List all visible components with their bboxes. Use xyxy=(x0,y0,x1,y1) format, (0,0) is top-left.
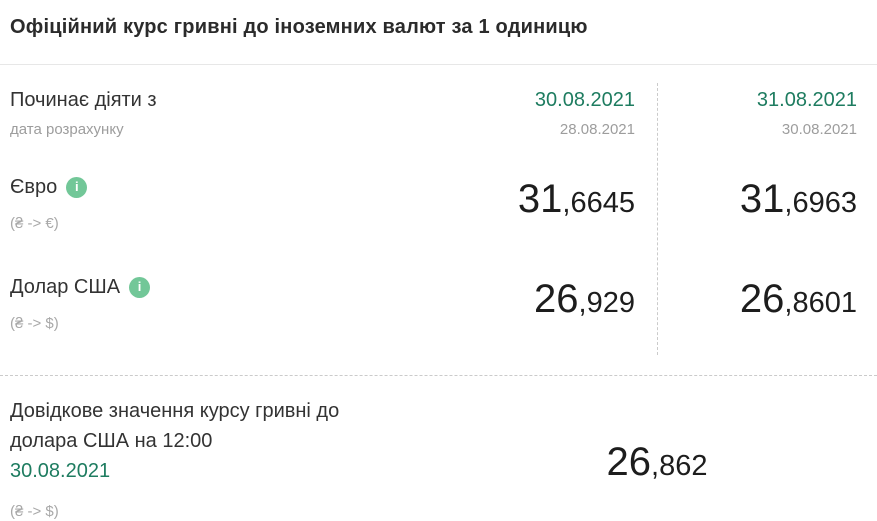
currency-usd-name-text: Долар США xyxy=(10,276,121,298)
currency-eur-name: Євро i xyxy=(10,175,437,199)
eur-rate-2-int: 31 xyxy=(739,177,785,221)
title-bar: Офіційний курс гривні до іноземних валют… xyxy=(0,0,877,65)
usd-rate-2: 26,8601 xyxy=(657,277,857,330)
dates-header-row: Починає діяти з дата розрахунку 30.08.20… xyxy=(0,65,877,162)
usd-rate-2-int: 26 xyxy=(739,277,785,321)
date-column-1: 30.08.2021 28.08.2021 xyxy=(437,65,657,162)
usd-rate-cell-1: 26,929 xyxy=(437,262,657,362)
currency-eur-pair: (₴ -> €) xyxy=(10,215,59,232)
eur-rate-1-frac: ,6645 xyxy=(562,187,635,219)
calc-date-label: дата розрахунку xyxy=(10,121,124,138)
eur-rate-2: 31,6963 xyxy=(657,177,857,230)
usd-rate-1: 26,929 xyxy=(437,277,635,330)
currency-row-usd: Долар США i (₴ -> $) 26,929 26,8601 xyxy=(0,262,877,362)
currency-eur-label-cell: Євро i (₴ -> €) xyxy=(0,162,437,262)
calc-date-1: 28.08.2021 xyxy=(559,121,635,138)
reference-rate-section: Довідкове значення курсу гривні до долар… xyxy=(0,376,877,521)
calc-date-2: 30.08.2021 xyxy=(781,121,857,138)
reference-rate-value-frac: ,862 xyxy=(651,450,708,482)
effective-from-label: Починає діяти з xyxy=(10,89,157,111)
reference-rate-date-link[interactable]: 30.08.2021 xyxy=(10,460,111,482)
eur-rate-1-int: 31 xyxy=(517,177,563,221)
currency-usd-label-cell: Долар США i (₴ -> $) xyxy=(0,262,437,362)
eur-rate-cell-2: 31,6963 xyxy=(657,162,877,262)
currency-usd-name: Долар США i xyxy=(10,275,437,299)
reference-rate-value: 26,862 xyxy=(437,438,877,495)
currency-row-eur: Євро i (₴ -> €) 31,6645 31,6963 xyxy=(0,162,877,262)
reference-rate-label: Довідкове значення курсу гривні до долар… xyxy=(10,400,340,452)
reference-rate-pair: (₴ -> $) xyxy=(10,503,59,520)
reference-rate-value-int: 26 xyxy=(606,440,652,484)
column-dashed-divider xyxy=(657,83,658,355)
eur-rate-2-frac: ,6963 xyxy=(784,187,857,219)
eur-rate-1: 31,6645 xyxy=(437,177,635,230)
usd-rate-1-int: 26 xyxy=(534,277,579,321)
usd-rate-2-frac: ,8601 xyxy=(784,287,857,319)
info-icon[interactable]: i xyxy=(129,276,151,298)
reference-rate-info: Довідкове значення курсу гривні до долар… xyxy=(0,376,400,521)
currency-eur-name-text: Євро xyxy=(10,176,58,198)
effective-date-2-link[interactable]: 31.08.2021 xyxy=(756,89,857,111)
eur-rate-cell-1: 31,6645 xyxy=(437,162,657,262)
date-column-2: 31.08.2021 30.08.2021 xyxy=(657,65,877,162)
section-dashed-divider xyxy=(0,375,877,376)
usd-rate-cell-2: 26,8601 xyxy=(657,262,877,362)
dates-header-label-cell: Починає діяти з дата розрахунку xyxy=(0,65,437,162)
currency-usd-pair: (₴ -> $) xyxy=(10,315,59,332)
usd-rate-1-frac: ,929 xyxy=(578,287,635,319)
info-icon[interactable]: i xyxy=(66,176,88,198)
page-title: Офіційний курс гривні до іноземних валют… xyxy=(10,16,588,38)
effective-date-1-link[interactable]: 30.08.2021 xyxy=(534,89,635,111)
